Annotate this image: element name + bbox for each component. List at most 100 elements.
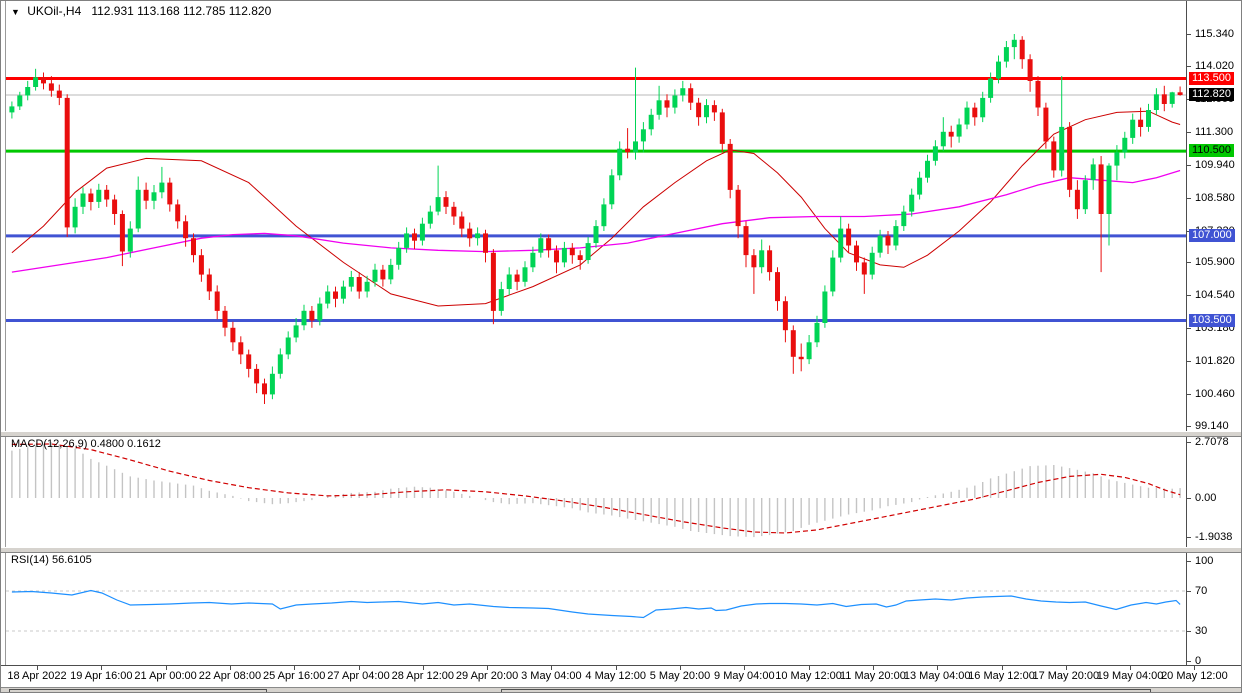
price-axis-label: 101.820: [1195, 355, 1235, 367]
rsi-axis-label-tick: [1187, 631, 1191, 632]
time-axis-tick: [551, 666, 553, 670]
time-axis-label: 9 May 04:00: [714, 670, 775, 682]
rsi-axis-label: 0: [1195, 655, 1202, 667]
time-axis-label: 22 Apr 08:00: [198, 670, 262, 682]
macd-axis-label-tick: [1187, 442, 1191, 443]
level-badge-113.500: 113.500: [1189, 72, 1234, 85]
price-axis-label-tick: [1187, 361, 1191, 362]
panel-separator-rsi[interactable]: [1, 547, 1241, 553]
time-axis-tick: [744, 666, 746, 670]
chart-title: ▼ UKOil-,H4 112.931 113.168 112.785 112.…: [11, 4, 271, 18]
time-axis-label: 10 May 12:00: [775, 670, 842, 682]
panel-separator-macd[interactable]: [1, 431, 1241, 437]
price-axis-label: 115.340: [1195, 28, 1234, 40]
time-axis-tick: [1194, 666, 1196, 670]
time-axis-tick: [872, 666, 874, 670]
price-axis-label: 105.900: [1195, 256, 1235, 268]
time-axis-label: 28 Apr 12:00: [391, 670, 454, 682]
window-bottom-strip: [1, 687, 1241, 692]
time-axis-label: 3 May 04:00: [521, 670, 582, 682]
time-axis-tick: [937, 666, 939, 670]
rsi-axis-label: 100: [1195, 555, 1214, 567]
price-axis-label-tick: [1187, 198, 1191, 199]
macd-histogram: [11, 442, 1181, 538]
time-axis-label: 11 May 20:00: [839, 670, 906, 682]
time-axis-label: 13 May 04:00: [903, 670, 971, 682]
candlesticks[interactable]: [9, 34, 1183, 404]
time-axis[interactable]: 18 Apr 2022 19 Apr 16:00 21 Apr 00:00 22 Ap…: [1, 665, 1241, 688]
time-axis-tick: [1001, 666, 1003, 670]
price-axis-label: 111.300: [1195, 126, 1234, 138]
rsi-axis-label-tick: [1187, 591, 1191, 592]
time-axis-tick: [1130, 666, 1132, 670]
price-axis-label: 114.020: [1195, 60, 1234, 72]
price-chart-panel[interactable]: [6, 14, 1186, 433]
time-axis-tick: [294, 666, 296, 670]
level-badge-107.000: 107.000: [1189, 229, 1235, 242]
window-left-border: [1, 1, 6, 692]
time-axis-tick: [101, 666, 103, 670]
time-axis-label: 19 Apr 16:00: [70, 670, 133, 682]
macd-signal-line: [11, 443, 1181, 534]
macd-axis-label: 0.00: [1195, 492, 1217, 504]
macd-panel[interactable]: [6, 437, 1186, 547]
time-axis-tick: [358, 666, 360, 670]
price-axis-label-tick: [1187, 132, 1191, 133]
price-axis-label: 109.940: [1195, 159, 1235, 171]
bottom-frame-right: [501, 689, 1151, 692]
time-axis-label: 25 Apr 16:00: [262, 670, 326, 682]
time-axis-label: 4 May 12:00: [585, 670, 646, 682]
rsi-axis-label-tick: [1187, 561, 1191, 562]
price-axis-label: 108.580: [1195, 192, 1235, 204]
chart-ohlc-values: 112.931 113.168 112.785 112.820: [91, 4, 272, 18]
time-axis-label: 16 May 12:00: [968, 670, 1035, 682]
time-axis-label: 17 May 20:00: [1032, 670, 1100, 682]
time-axis-tick: [37, 666, 38, 670]
price-axis-label: 100.460: [1195, 388, 1235, 400]
price-axis-label-tick: [1187, 426, 1191, 427]
macd-axis-label-tick: [1187, 537, 1191, 538]
time-axis-tick: [422, 666, 424, 670]
macd-label: MACD(12,26,9) 0.4800 0.1612: [11, 438, 161, 450]
level-badge-110.500: 110.500: [1189, 144, 1234, 157]
time-axis-label: 21 Apr 00:00: [134, 670, 197, 682]
time-axis-tick: [808, 666, 810, 670]
time-axis-tick: [615, 666, 617, 670]
time-axis-label: 18 Apr 2022: [7, 670, 67, 682]
price-axis-label-tick: [1187, 165, 1191, 166]
time-axis-label: 5 May 20:00: [649, 670, 711, 682]
price-axis[interactable]: 115.340114.020112.660111.300109.940108.5…: [1186, 1, 1241, 667]
current-price-badge: 112.820: [1189, 88, 1234, 101]
time-axis-label: 29 Apr 20:00: [455, 670, 519, 682]
price-axis-label-tick: [1187, 328, 1191, 329]
time-axis-label: 19 May 04:00: [1096, 670, 1164, 682]
time-axis-tick: [165, 666, 167, 670]
price-axis-label: 99.140: [1195, 420, 1229, 432]
time-axis-tick: [229, 666, 231, 670]
rsi-panel[interactable]: [6, 553, 1186, 665]
price-axis-label-tick: [1187, 34, 1191, 35]
chart-symbol-period: UKOil-,H4: [27, 4, 82, 18]
price-axis-label-tick: [1187, 295, 1191, 296]
ma-red-line[interactable]: [11, 110, 1181, 307]
macd-canvas[interactable]: [6, 437, 1186, 547]
time-axis-label: 27 Apr 04:00: [327, 670, 390, 682]
bottom-frame-left: [9, 689, 267, 692]
price-chart-canvas[interactable]: [6, 14, 1186, 433]
level-badge-103.500: 103.500: [1189, 314, 1235, 327]
rsi-label: RSI(14) 56.6105: [11, 554, 92, 566]
time-axis-tick: [487, 666, 489, 670]
time-axis-label: 20 May 12:00: [1161, 670, 1228, 682]
triangle-down-icon[interactable]: ▼: [11, 7, 20, 17]
time-axis-tick: [1065, 666, 1067, 670]
price-axis-label-tick: [1187, 394, 1191, 395]
rsi-canvas[interactable]: [6, 553, 1186, 665]
time-axis-tick: [680, 666, 681, 670]
rsi-axis-label: 70: [1195, 585, 1208, 597]
rsi-axis-label-tick: [1187, 661, 1191, 662]
macd-axis-label: 2.7078: [1195, 436, 1229, 448]
ma-magenta-line[interactable]: [11, 169, 1181, 273]
rsi-axis-label: 30: [1195, 625, 1208, 637]
price-axis-label-tick: [1187, 66, 1191, 67]
price-axis-label-tick: [1187, 262, 1191, 263]
